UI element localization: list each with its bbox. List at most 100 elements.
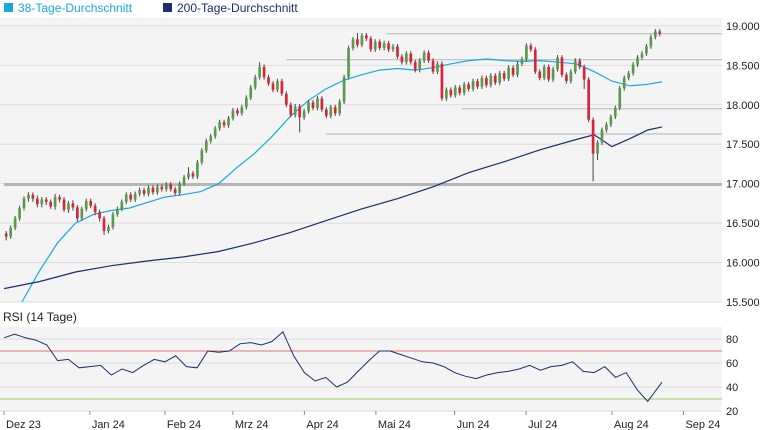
candle-down (4, 233, 8, 237)
candle-down (440, 63, 444, 99)
rsi-bands (0, 350, 722, 400)
candle-up (80, 208, 84, 219)
candle-up (187, 173, 190, 178)
candle-down (142, 189, 146, 194)
candle-down (582, 66, 586, 80)
candle-up (489, 75, 493, 86)
candle-up (147, 187, 150, 194)
candle-down (467, 84, 470, 89)
price-y-tick-label: 18.500 (726, 60, 760, 72)
candle-up (351, 39, 355, 48)
rsi-gridlines (0, 338, 722, 412)
rsi-y-tick-label: 20 (726, 406, 738, 418)
candle-down (658, 31, 662, 34)
candle-up (164, 184, 168, 190)
candle-down (160, 186, 164, 190)
candle-up (307, 102, 310, 112)
candle-down (44, 199, 48, 202)
candle-down (413, 62, 417, 71)
x-tick-label: Aug 24 (614, 419, 649, 430)
candle-up (605, 124, 608, 131)
candle-up (200, 150, 204, 163)
candle-up (258, 66, 261, 78)
candle-down (320, 98, 324, 110)
candle-up (342, 77, 346, 102)
candle-up (551, 69, 555, 80)
candle-up (645, 46, 648, 54)
candle-up (445, 89, 448, 99)
candle-up (609, 116, 613, 125)
candle-up (240, 107, 244, 114)
candle-up (196, 162, 199, 177)
candle-up (516, 63, 519, 75)
candle-down (387, 43, 390, 50)
candle-up (471, 81, 475, 89)
rsi-line (3, 330, 663, 403)
candle-up (418, 60, 422, 71)
candle-up (27, 194, 30, 199)
candle-up (631, 64, 635, 74)
resistance-lines (4, 33, 722, 186)
candle-down (89, 201, 93, 206)
candle-up (329, 107, 333, 116)
rsi-y-tick-label: 80 (726, 334, 738, 346)
candle-up (204, 141, 208, 151)
candle-down (262, 66, 266, 78)
candle-down (591, 119, 595, 154)
candle-down (565, 74, 568, 82)
candle-up (373, 41, 377, 50)
candle-down (365, 35, 368, 39)
candle-up (338, 101, 342, 114)
candle-up (249, 87, 253, 98)
candle-down (311, 102, 315, 108)
candle-up (600, 130, 604, 143)
candle-up (120, 201, 124, 209)
candle-down (62, 199, 66, 210)
x-tick-label: Jul 24 (528, 419, 557, 430)
candle-down (431, 60, 435, 72)
candle-down (173, 189, 177, 194)
candle-down (587, 79, 590, 120)
candle-down (502, 73, 506, 79)
candle-up (276, 81, 279, 90)
candle-up (622, 77, 626, 89)
candle-up (182, 177, 186, 184)
candle-up (253, 77, 257, 88)
candle-down (76, 207, 79, 219)
price-y-tick-label: 15.500 (726, 297, 760, 309)
candle-down (222, 122, 226, 126)
candle-up (40, 199, 44, 205)
candle-up (542, 66, 546, 78)
price-panel: 15.500 16.000 16.500 17.000 17.500 18.000 18.5… (0, 18, 760, 309)
candle-up (22, 198, 26, 209)
candle-up (569, 71, 573, 82)
candle-down (191, 173, 195, 177)
candle-up (133, 193, 137, 200)
candle-up (53, 197, 57, 207)
candle-down (476, 81, 479, 87)
candle-down (356, 39, 359, 45)
candle-down (271, 83, 275, 90)
candle-up (436, 63, 439, 72)
x-tick-label: Dez 23 (6, 419, 41, 430)
candle-down (409, 53, 413, 63)
candle-down (102, 218, 106, 231)
candle-up (618, 88, 622, 108)
candle-down (93, 205, 97, 213)
candle-up (138, 189, 141, 194)
candle-up (498, 73, 502, 83)
candle-up (316, 98, 319, 108)
candle-up (347, 47, 350, 78)
candle-down (369, 38, 373, 50)
price-y-tick-label: 19.000 (726, 21, 760, 33)
candle-up (653, 31, 657, 37)
candle-down (458, 87, 462, 93)
candle-down (49, 201, 53, 207)
x-tick-label: Mrz 24 (235, 419, 269, 430)
candle-up (18, 208, 21, 219)
x-tick-label: Feb 24 (167, 419, 201, 430)
candle-up (649, 36, 653, 47)
candle-up (178, 183, 181, 194)
candle-up (520, 59, 524, 64)
